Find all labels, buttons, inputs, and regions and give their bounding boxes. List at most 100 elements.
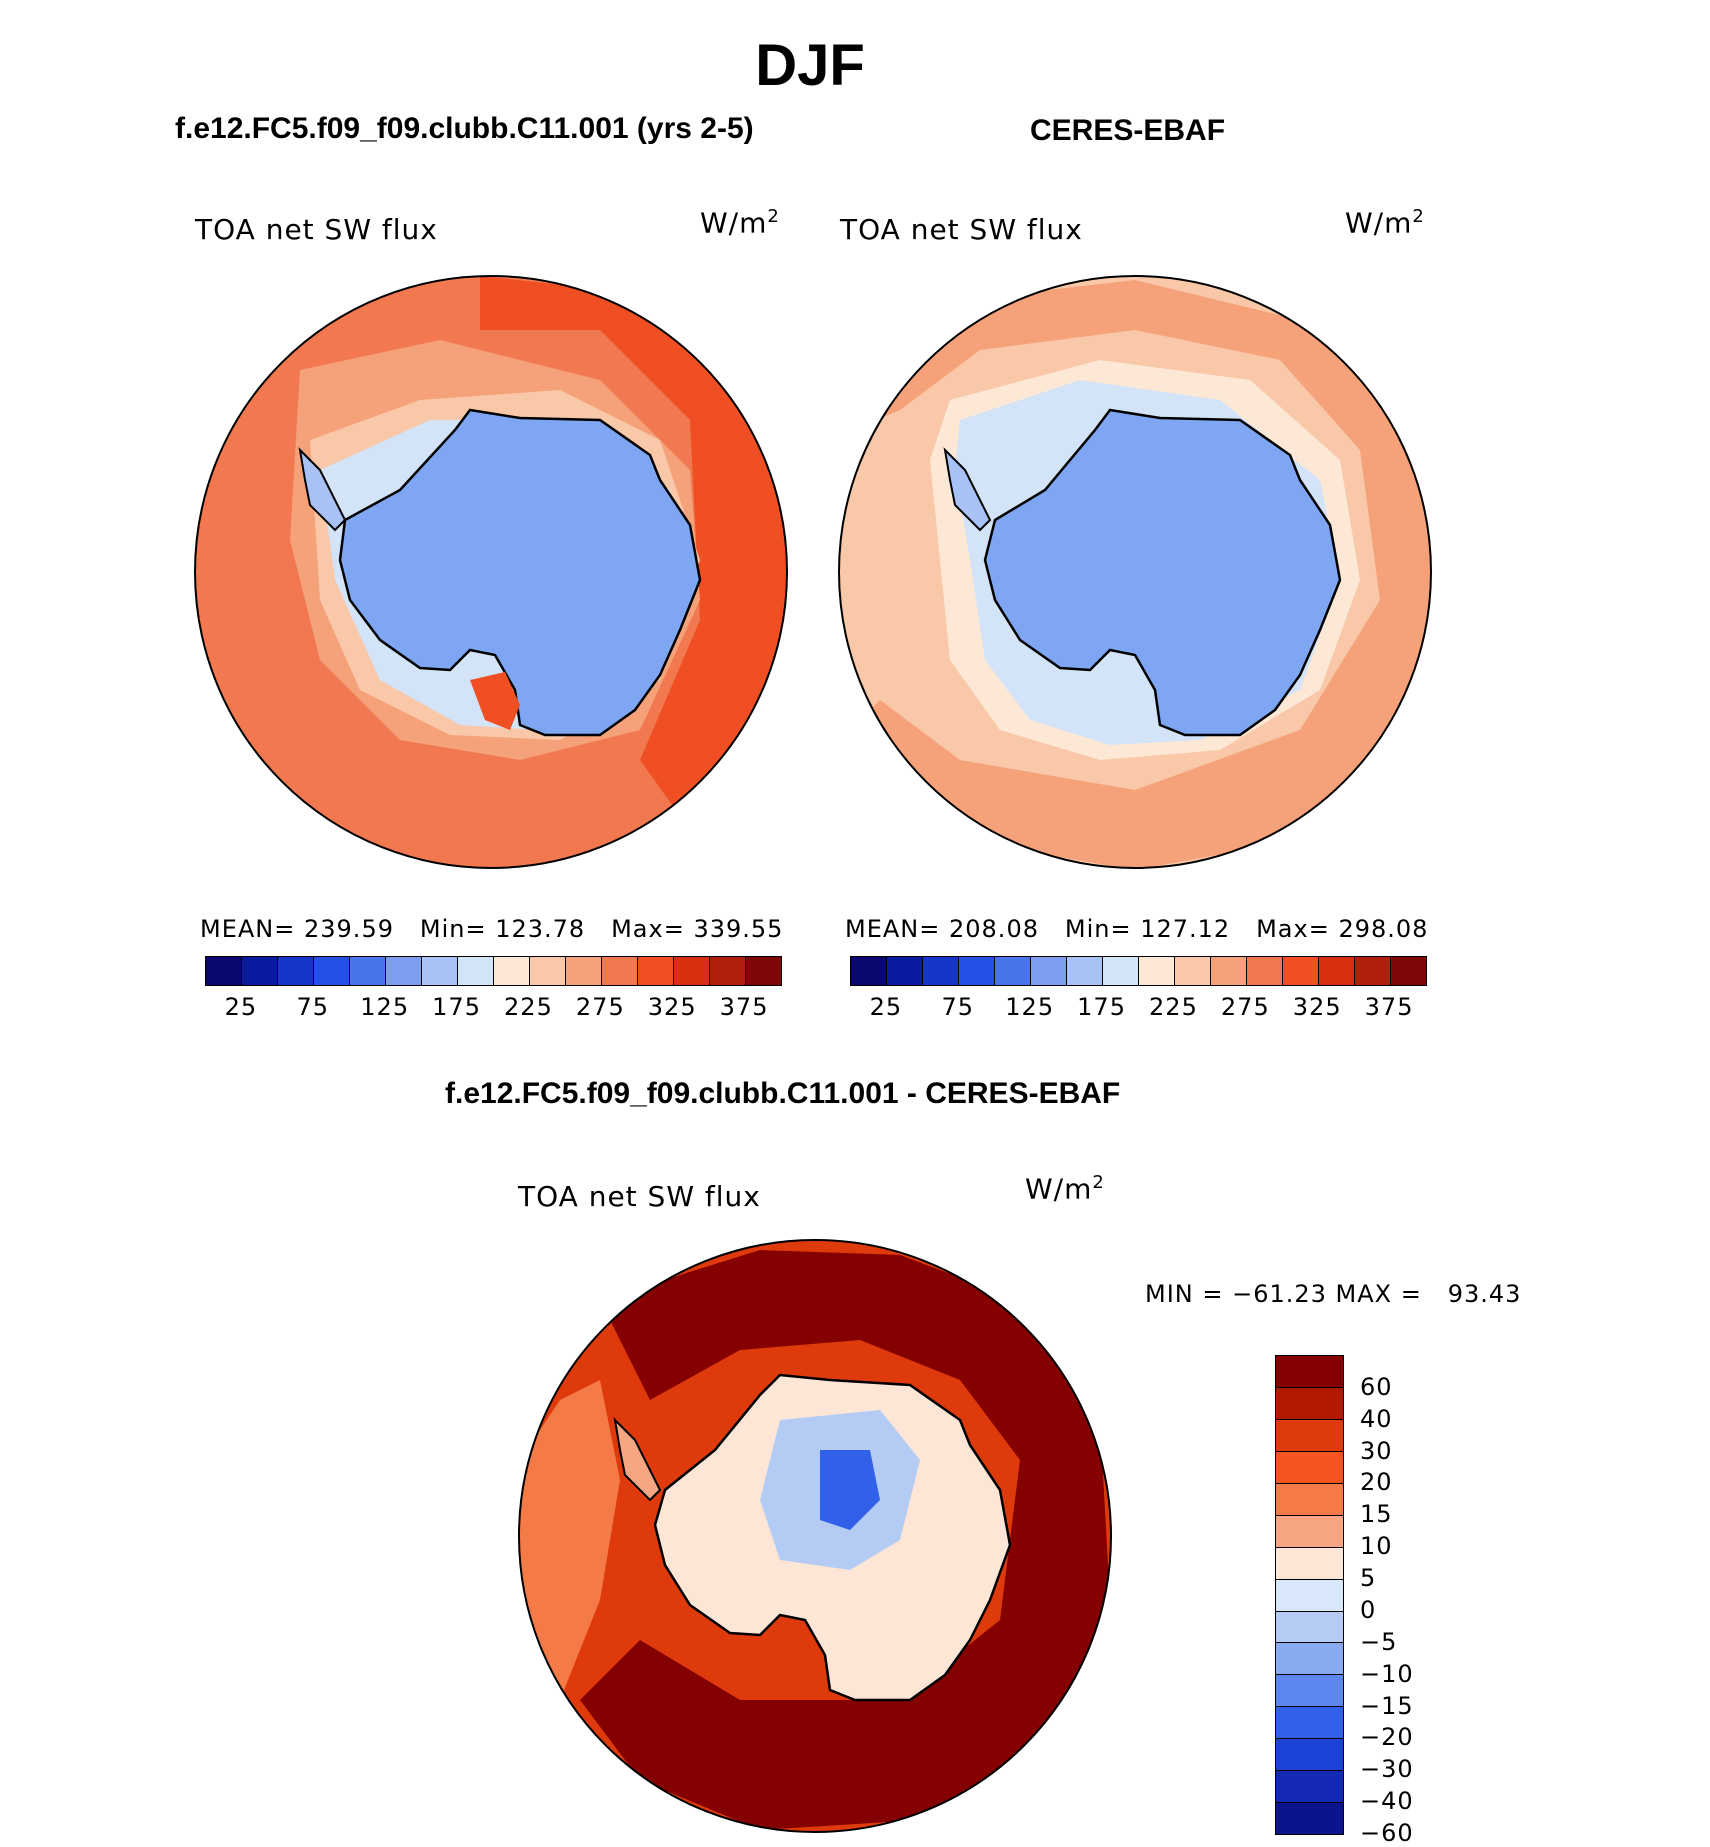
colorbar-swatch — [1276, 1547, 1343, 1580]
left-map-boundary — [194, 275, 788, 869]
left-colorbar — [205, 956, 782, 986]
colorbar-swatch — [602, 957, 638, 985]
colorbar-swatch — [1276, 1643, 1343, 1676]
colorbar-tick-label: 30 — [1360, 1436, 1393, 1465]
colorbar-tick-label: 125 — [360, 993, 410, 1021]
colorbar-tick-label: 75 — [941, 993, 975, 1021]
colorbar-swatch — [1139, 957, 1175, 985]
colorbar-swatch — [1276, 1451, 1343, 1484]
colorbar-tick-label: −20 — [1360, 1723, 1414, 1752]
colorbar-swatch — [1391, 957, 1426, 985]
colorbar-swatch — [1276, 1356, 1343, 1388]
colorbar-tick-label: 15 — [1360, 1500, 1393, 1529]
left-panel-title: f.e12.FC5.f09_f09.clubb.C11.001 (yrs 2-5… — [175, 112, 754, 145]
colorbar-tick-label: 375 — [719, 993, 769, 1021]
right-stats: MEAN= 208.08 Min= 127.12 Max= 298.08 — [845, 915, 1429, 943]
right-ocean-field — [839, 276, 1431, 868]
right-outer-band — [839, 280, 1431, 868]
colorbar-tick-label: 175 — [1077, 993, 1126, 1021]
right-map-boundary — [838, 275, 1432, 869]
colorbar-tick-label: −10 — [1360, 1659, 1414, 1688]
colorbar-swatch — [422, 957, 458, 985]
colorbar-swatch — [1211, 957, 1247, 985]
colorbar-tick-label: −5 — [1360, 1627, 1398, 1656]
colorbar-tick-label: 225 — [1149, 993, 1198, 1021]
left-stats: MEAN= 239.59 Min= 123.78 Max= 339.55 — [200, 915, 784, 943]
colorbar-tick-label: 25 — [224, 993, 258, 1021]
colorbar-swatch — [566, 957, 602, 985]
right-ring-blue — [955, 380, 1340, 745]
colorbar-swatch — [494, 957, 530, 985]
colorbar-swatch — [746, 957, 781, 985]
right-ring-pale — [930, 360, 1360, 760]
colorbar-tick-label: 325 — [1292, 993, 1342, 1021]
colorbar-tick-label: 75 — [296, 993, 330, 1021]
diff-colorbar — [1275, 1355, 1344, 1835]
colorbar-tick-label: 325 — [647, 993, 697, 1021]
right-panel-title: CERES-EBAF — [1030, 114, 1226, 147]
left-antarctica — [338, 408, 702, 737]
colorbar-tick-label: 5 — [1360, 1564, 1377, 1593]
colorbar-swatch — [1276, 1515, 1343, 1548]
diff-positive-band — [580, 1250, 1110, 1830]
colorbar-swatch — [674, 957, 710, 985]
colorbar-swatch — [1276, 1675, 1343, 1708]
diff-units-label: W/m2 — [1025, 1172, 1105, 1206]
diff-variable-label: TOA net SW flux — [518, 1180, 761, 1213]
colorbar-tick-label: 125 — [1005, 993, 1055, 1021]
colorbar-tick-label: 60 — [1360, 1372, 1393, 1401]
left-variable-label: TOA net SW flux — [195, 213, 438, 246]
right-colorbar — [850, 956, 1427, 986]
colorbar-swatch — [314, 957, 350, 985]
colorbar-swatch — [206, 957, 242, 985]
diff-map-boundary — [518, 1239, 1112, 1833]
right-peninsula — [943, 447, 992, 532]
colorbar-tick-label: 275 — [1220, 993, 1270, 1021]
colorbar-swatch — [1276, 1739, 1343, 1772]
colorbar-tick-label: −15 — [1360, 1691, 1414, 1720]
colorbar-swatch — [458, 957, 494, 985]
diff-antarctica — [653, 1373, 1012, 1702]
colorbar-swatch — [1276, 1579, 1343, 1612]
colorbar-swatch — [1276, 1387, 1343, 1420]
colorbar-swatch — [350, 957, 386, 985]
colorbar-tick-label: 375 — [1364, 993, 1414, 1021]
colorbar-tick-label: −30 — [1360, 1755, 1414, 1784]
colorbar-tick-label: −60 — [1360, 1819, 1414, 1847]
colorbar-swatch — [959, 957, 995, 985]
left-colorbar-ticks: 25 75 125 175 225 275 325 375 — [205, 993, 780, 1023]
diff-colorbar-ticks: 60 40 30 20 15 10 5 0 −5 −10 −15 −20 −30 −40 −60 — [1360, 1355, 1440, 1847]
colorbar-tick-label: 20 — [1360, 1468, 1393, 1497]
left-high-flux-band — [480, 276, 787, 830]
colorbar-swatch — [1276, 1771, 1343, 1804]
colorbar-tick-label: 10 — [1360, 1532, 1393, 1561]
left-units-label: W/m2 — [700, 206, 780, 240]
left-ocean-field — [195, 276, 787, 868]
colorbar-swatch — [995, 957, 1031, 985]
diff-peninsula — [613, 1417, 662, 1502]
left-warm-patch — [470, 672, 520, 730]
colorbar-swatch — [242, 957, 278, 985]
colorbar-swatch — [710, 957, 746, 985]
colorbar-swatch — [1276, 1611, 1343, 1644]
colorbar-tick-label: 275 — [575, 993, 625, 1021]
colorbar-swatch — [1067, 957, 1103, 985]
colorbar-swatch — [1276, 1483, 1343, 1516]
colorbar-tick-label: 225 — [504, 993, 553, 1021]
left-ring-mid — [290, 340, 700, 760]
diff-panel-title: f.e12.FC5.f09_f09.clubb.C11.001 - CERES-… — [445, 1077, 1121, 1110]
diff-interior-strong — [820, 1450, 880, 1530]
right-antarctica — [983, 408, 1342, 737]
colorbar-swatch — [1175, 957, 1211, 985]
colorbar-swatch — [1247, 957, 1283, 985]
diff-west-weak — [520, 1380, 620, 1700]
colorbar-tick-label: −40 — [1360, 1787, 1414, 1816]
page-title: DJF — [755, 33, 865, 98]
right-variable-label: TOA net SW flux — [840, 213, 1083, 246]
colorbar-swatch — [278, 957, 314, 985]
colorbar-swatch — [1276, 1707, 1343, 1740]
diff-ocean-field — [519, 1240, 1111, 1832]
left-ring-pale — [320, 420, 690, 730]
right-colorbar-ticks: 25 75 125 175 225 275 325 375 — [850, 993, 1425, 1023]
colorbar-tick-label: 175 — [432, 993, 481, 1021]
